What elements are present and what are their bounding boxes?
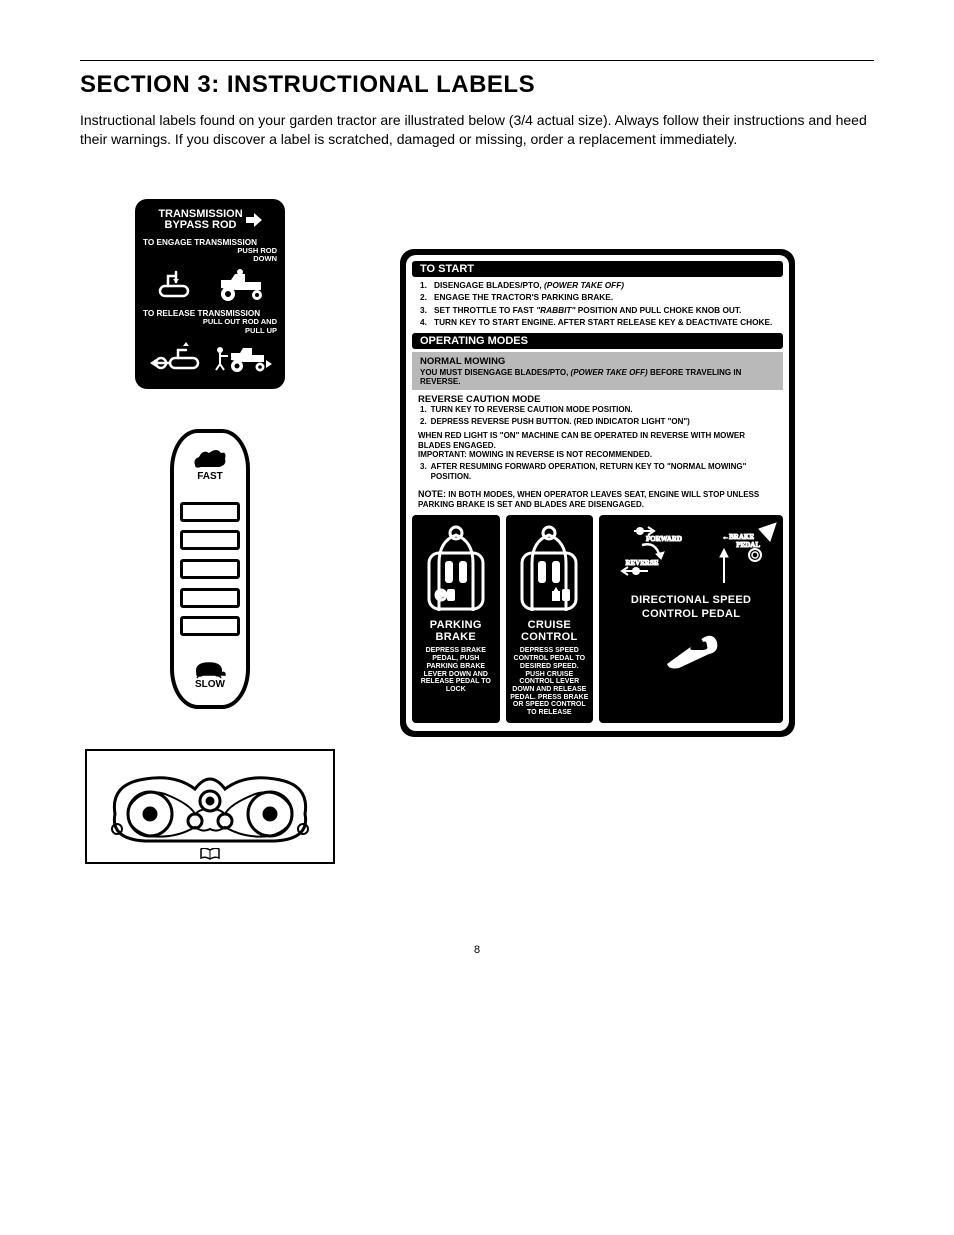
- svg-text:REVERSE: REVERSE: [625, 559, 658, 567]
- section-title: Section 3: Instructional Labels: [80, 71, 874, 99]
- engage-text: TO ENGAGE TRANSMISSION PUSH ROD DOWN: [143, 238, 277, 264]
- cruise-control-icon: [512, 521, 586, 616]
- manual-icon: [200, 848, 220, 860]
- rabbit-icon: [191, 445, 229, 471]
- parking-brake-panel: P PARKING BRAKE DEPRESS BRAKE PEDAL, PUS…: [412, 515, 500, 722]
- reverse-list-3: 3.AFTER RESUMING FORWARD OPERATION, RETU…: [406, 462, 789, 486]
- transmission-title: TRANSMISSION BYPASS ROD: [143, 209, 277, 232]
- turtle-icon: [191, 657, 229, 679]
- throttle-fast: FAST: [180, 439, 240, 489]
- panel-title: CRUISE CONTROL: [510, 620, 590, 643]
- panel-desc: DEPRESS BRAKE PEDAL, PUSH PARKING BRAKE …: [416, 647, 496, 693]
- throttle-slot: [180, 502, 240, 522]
- panel-title-1: DIRECTIONAL SPEED: [631, 595, 751, 607]
- brake-pedal-text: ←BRAKE: [722, 533, 754, 541]
- panel-title-2: CONTROL PEDAL: [642, 609, 740, 621]
- list-item: 3.SET THROTTLE TO FAST "RABBIT" POSITION…: [420, 305, 779, 315]
- push-rod-down-icon: [154, 268, 194, 302]
- cruise-control-panel: CRUISE CONTROL DEPRESS SPEED CONTROL PED…: [506, 515, 594, 722]
- operating-modes-header: OPERATING MODES: [412, 333, 783, 349]
- to-start-header: TO START: [412, 261, 783, 277]
- belt-routing-icon: [95, 759, 325, 854]
- reverse-list: 1.TURN KEY TO REVERSE CAUTION MODE POSIT…: [406, 405, 789, 431]
- engage-icons: [143, 267, 277, 303]
- list-item: 2.ENGAGE THE TRACTOR'S PARKING BRAKE.: [420, 292, 779, 302]
- release-icons: [143, 339, 277, 375]
- panel-title: PARKING BRAKE: [416, 620, 496, 643]
- right-column: TO START 1.DISENGAGE BLADES/PTO, (POWER …: [400, 189, 874, 737]
- parking-brake-icon: P: [419, 521, 493, 616]
- rabbit-pedal-icon: [661, 628, 721, 675]
- list-item: 1.DISENGAGE BLADES/PTO, (POWER TAKE OFF): [420, 280, 779, 290]
- top-rule: [80, 60, 874, 61]
- operating-instructions-label: TO START 1.DISENGAGE BLADES/PTO, (POWER …: [400, 249, 795, 737]
- arrow-right-icon: [246, 213, 262, 227]
- directional-pedal-icon: ←BRAKE PEDAL FORWARD REVERSE: [603, 521, 779, 591]
- deck-diagram: [85, 749, 335, 864]
- pull-rod-up-icon: [148, 340, 204, 374]
- tractor-push-icon: [214, 340, 272, 374]
- throttle-label: FAST SLOW: [170, 429, 250, 709]
- svg-text:PEDAL: PEDAL: [736, 541, 760, 549]
- reverse-header: REVERSE CAUTION MODE: [406, 392, 789, 405]
- bottom-panels: P PARKING BRAKE DEPRESS BRAKE PEDAL, PUS…: [406, 513, 789, 724]
- list-item: 4.TURN KEY TO START ENGINE. AFTER START …: [420, 317, 779, 327]
- throttle-slot: [180, 616, 240, 636]
- list-item: 1.TURN KEY TO REVERSE CAUTION MODE POSIT…: [420, 405, 779, 415]
- throttle-slow: SLOW: [180, 649, 240, 699]
- svg-text:FORWARD: FORWARD: [646, 535, 682, 543]
- release-text: TO RELEASE TRANSMISSION PULL OUT ROD AND…: [143, 309, 277, 335]
- columns: TRANSMISSION BYPASS ROD TO ENGAGE TRANSM…: [80, 189, 874, 864]
- left-column: TRANSMISSION BYPASS ROD TO ENGAGE TRANSM…: [80, 189, 340, 864]
- throttle-slot: [180, 559, 240, 579]
- intro-text: Instructional labels found on your garde…: [80, 111, 874, 149]
- throttle-slot: [180, 530, 240, 550]
- svg-text:P: P: [438, 593, 443, 600]
- note-row: NOTE: IN BOTH MODES, WHEN OPERATOR LEAVE…: [406, 486, 789, 513]
- list-item: 3.AFTER RESUMING FORWARD OPERATION, RETU…: [420, 462, 779, 482]
- reverse-mid-note: WHEN RED LIGHT IS "ON" MACHINE CAN BE OP…: [406, 431, 789, 462]
- panel-desc: DEPRESS SPEED CONTROL PEDAL TO DESIRED S…: [510, 647, 590, 716]
- transmission-label: TRANSMISSION BYPASS ROD TO ENGAGE TRANSM…: [135, 199, 285, 389]
- normal-mowing-box: NORMAL MOWING YOU MUST DISENGAGE BLADES/…: [412, 352, 783, 390]
- operating-instructions-inner: TO START 1.DISENGAGE BLADES/PTO, (POWER …: [406, 255, 789, 731]
- tractor-icon: [215, 268, 267, 302]
- to-start-list: 1.DISENGAGE BLADES/PTO, (POWER TAKE OFF)…: [406, 280, 789, 333]
- directional-speed-panel: ←BRAKE PEDAL FORWARD REVERSE: [599, 515, 783, 722]
- page-number: 8: [80, 944, 874, 956]
- throttle-slots: [180, 489, 240, 649]
- list-item: 2.DEPRESS REVERSE PUSH BUTTON. (RED INDI…: [420, 417, 779, 427]
- throttle-slot: [180, 588, 240, 608]
